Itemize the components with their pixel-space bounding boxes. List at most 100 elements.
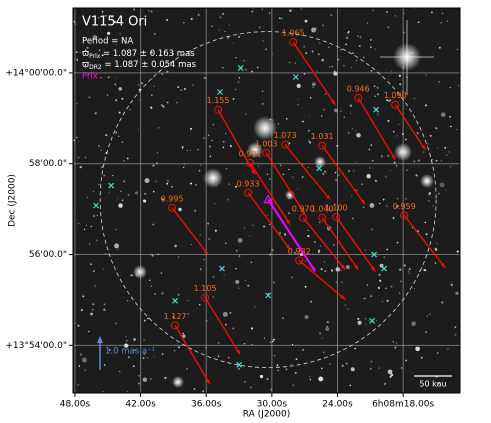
background-star: [137, 382, 140, 385]
background-star: [93, 24, 95, 26]
background-star: [235, 185, 237, 188]
background-star: [383, 256, 385, 258]
background-star: [366, 284, 369, 286]
background-star: [323, 108, 326, 111]
background-star: [229, 145, 232, 148]
period-text: Period = NA: [82, 37, 133, 47]
background-star: [143, 352, 146, 355]
background-star: [119, 370, 121, 372]
background-star: [394, 346, 397, 349]
background-star: [88, 330, 90, 333]
background-star: [405, 359, 407, 362]
background-star: [197, 149, 199, 151]
background-star: [273, 281, 275, 284]
source-cross: [93, 202, 100, 209]
background-star: [177, 256, 180, 258]
background-star: [247, 284, 250, 287]
background-star: [304, 285, 307, 288]
background-star: [211, 139, 213, 142]
background-star: [243, 342, 246, 345]
background-star: [435, 159, 438, 162]
background-star: [79, 51, 81, 54]
background-star: [335, 281, 337, 283]
background-star: [440, 112, 446, 117]
background-star: [177, 293, 180, 296]
background-star: [400, 367, 403, 369]
background-star: [393, 161, 396, 164]
background-star: [283, 233, 287, 236]
background-star: [291, 343, 294, 346]
background-star: [411, 321, 416, 327]
background-star: [304, 260, 306, 263]
background-star: [428, 193, 431, 196]
background-star: [319, 42, 321, 44]
background-star: [76, 102, 78, 105]
background-star: [90, 263, 92, 265]
source-cross: [373, 106, 380, 113]
star-marker: [400, 211, 409, 220]
background-star: [346, 37, 348, 39]
source-cross: [369, 317, 376, 324]
background-star: [333, 70, 336, 73]
background-star: [253, 305, 256, 308]
arrow-head: [301, 209, 306, 215]
bright-star: [203, 168, 223, 188]
background-star: [324, 170, 327, 173]
background-star: [77, 384, 80, 386]
y-tick-label: 58'00.0": [29, 159, 67, 169]
background-star: [203, 137, 206, 139]
background-star: [195, 183, 198, 186]
background-star: [424, 221, 427, 224]
background-star: [171, 186, 173, 188]
background-star: [379, 279, 382, 282]
background-star: [147, 9, 150, 12]
background-star: [154, 293, 156, 295]
background-star: [146, 357, 149, 359]
bright-star: [420, 174, 434, 188]
background-star: [290, 364, 292, 366]
background-star: [112, 174, 114, 177]
background-star: [369, 46, 372, 49]
background-star: [126, 300, 129, 302]
background-star: [322, 24, 325, 27]
background-star: [85, 156, 87, 159]
background-star: [364, 317, 367, 320]
background-star: [235, 250, 238, 252]
background-star: [282, 317, 285, 320]
arrow-head: [251, 169, 256, 175]
background-star: [285, 118, 288, 120]
background-star: [161, 292, 164, 295]
background-star: [389, 375, 392, 378]
background-star: [234, 88, 236, 90]
background-star: [115, 99, 118, 102]
background-star: [272, 338, 275, 341]
background-star: [140, 82, 143, 85]
background-star: [232, 97, 235, 100]
background-star: [160, 272, 163, 275]
background-star: [456, 48, 459, 51]
background-star: [302, 120, 304, 123]
background-star: [244, 380, 246, 383]
star-marker: [299, 213, 308, 222]
background-star: [432, 205, 434, 207]
background-star: [82, 295, 85, 298]
background-star: [328, 208, 331, 210]
background-star: [154, 65, 156, 68]
background-star: [454, 326, 457, 329]
background-star: [319, 332, 322, 335]
arrow-head: [325, 194, 331, 200]
y-tick-label: +14°00'00.0": [5, 68, 67, 78]
parallax-label: 0.982: [288, 247, 311, 256]
background-star: [108, 348, 111, 351]
background-star: [440, 160, 442, 162]
background-star: [263, 225, 266, 228]
x-tick-label: 36.00s: [191, 400, 222, 410]
background-star: [265, 141, 268, 143]
background-star: [155, 180, 157, 182]
background-star: [222, 12, 224, 15]
background-star: [386, 99, 388, 101]
background-star: [370, 360, 373, 363]
star-marker: [289, 38, 298, 47]
distance-scale-label: 50 kau: [419, 380, 446, 389]
background-star: [347, 308, 349, 310]
